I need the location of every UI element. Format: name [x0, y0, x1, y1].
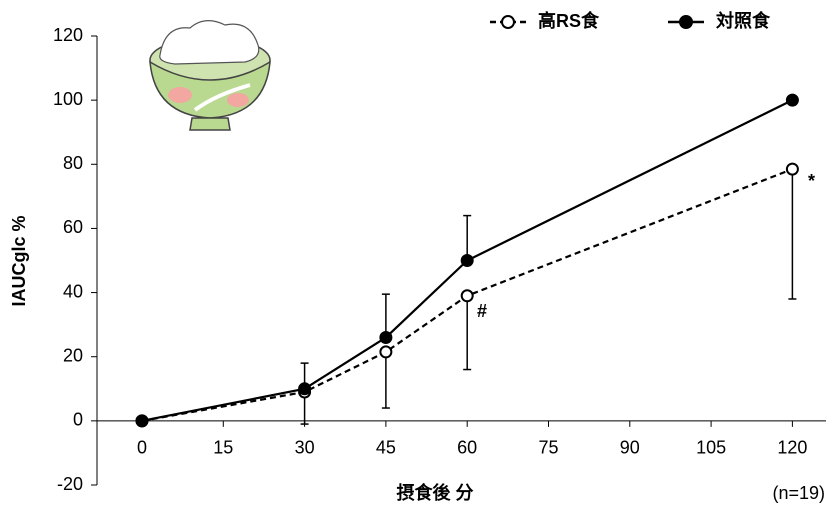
x-tick-label: 75	[538, 438, 558, 458]
x-axis-label: 摂食後 分	[396, 482, 473, 503]
y-tick-label: 20	[63, 345, 83, 365]
y-tick-label: 120	[53, 25, 83, 45]
y-tick-label: 60	[63, 217, 83, 237]
y-axis-label: IAUCglc %	[9, 215, 29, 306]
x-tick-label: 120	[777, 438, 807, 458]
chart: IAUCglc % 摂食後 分 (n=19) # * -20 0 20 40 60 80 1…	[0, 0, 831, 509]
y-tick-label: 100	[53, 89, 83, 109]
marker	[380, 332, 391, 343]
x-tick-label: 0	[137, 438, 147, 458]
x-tick-label: 90	[620, 438, 640, 458]
x-tick-label: 45	[376, 438, 396, 458]
marker	[462, 290, 473, 301]
legend-marker	[502, 16, 514, 28]
y-tick-label: 80	[63, 153, 83, 173]
annotation: #	[477, 301, 487, 321]
x-tick-label: 105	[696, 438, 726, 458]
marker	[299, 383, 310, 394]
x-tick-label: 30	[295, 438, 315, 458]
y-tick-label: 40	[63, 281, 83, 301]
rice-bowl-icon	[150, 21, 270, 130]
legend-label: 対照食	[715, 10, 771, 31]
marker	[136, 415, 147, 426]
note: (n=19)	[772, 483, 825, 503]
marker	[462, 255, 473, 266]
marker	[787, 95, 798, 106]
x-tick-label: 15	[213, 438, 233, 458]
x-tick-label: 60	[457, 438, 477, 458]
annotation: *	[808, 171, 815, 191]
y-tick-label: 0	[73, 410, 83, 430]
legend-label: 高RS食	[538, 10, 600, 31]
y-tick-label: -20	[57, 474, 83, 494]
legend-marker	[680, 16, 692, 28]
marker	[787, 164, 798, 175]
marker	[380, 346, 391, 357]
